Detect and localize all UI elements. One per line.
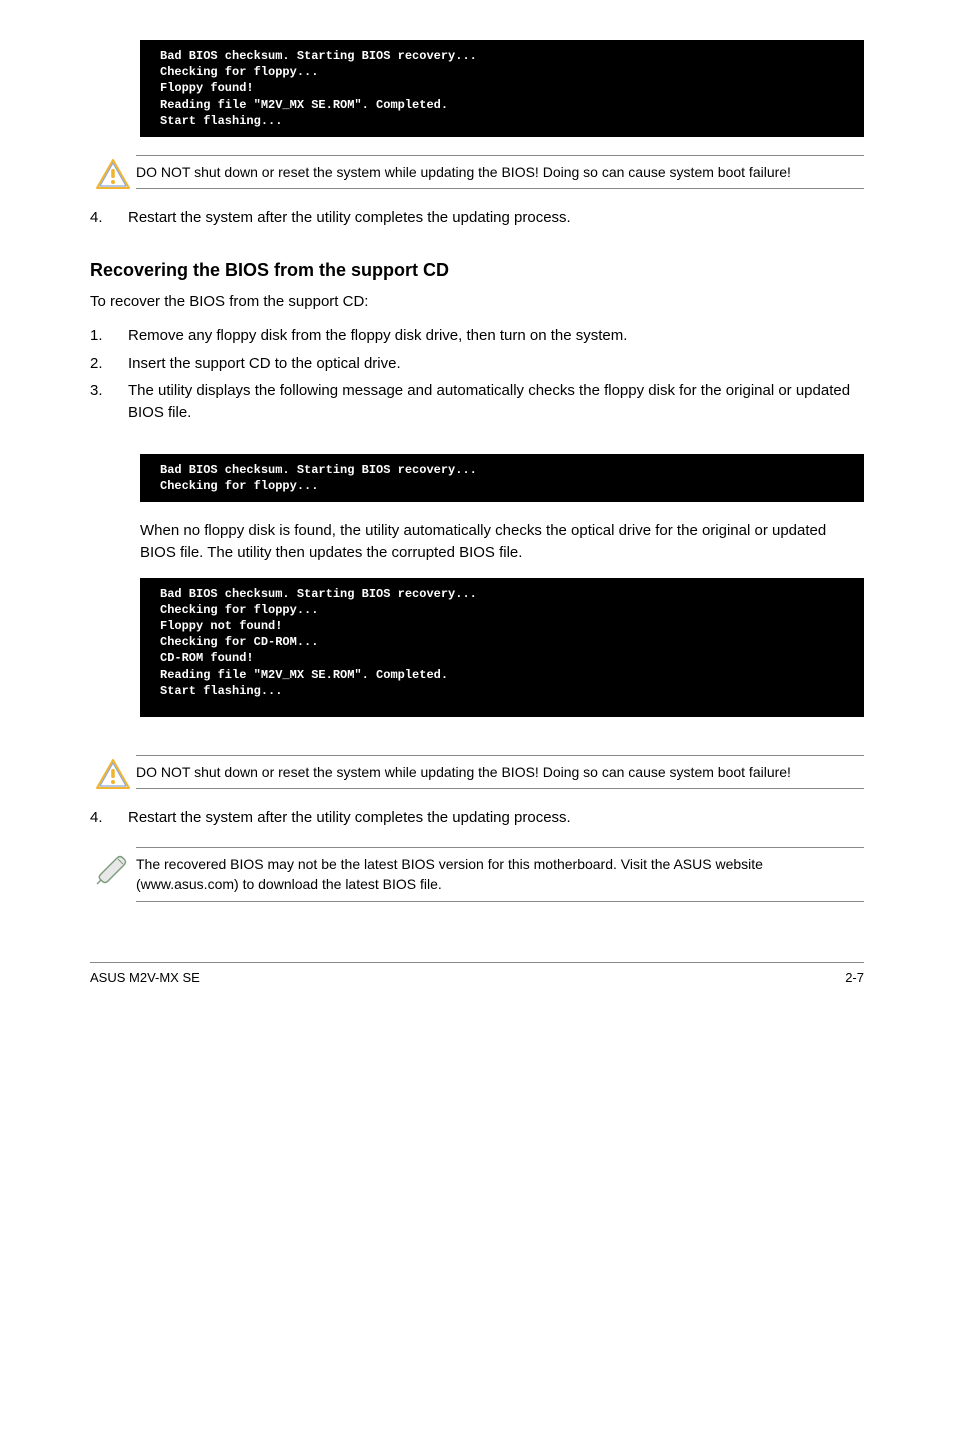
term-line: Start flashing... [160, 684, 282, 698]
intro-text: To recover the BIOS from the support CD: [90, 291, 864, 313]
warning-callout-1: DO NOT shut down or reset the system whi… [90, 155, 864, 189]
footer-right: 2-7 [845, 969, 864, 988]
step-2: Insert the support CD to the optical dri… [90, 353, 864, 375]
terminal-block-1: Bad BIOS checksum. Starting BIOS recover… [140, 40, 864, 137]
term-line: Reading file "M2V_MX SE.ROM". Completed. [160, 668, 448, 682]
warning-icon [90, 155, 136, 189]
warning-text: DO NOT shut down or reset the system whi… [136, 155, 864, 189]
term-line: Reading file "M2V_MX SE.ROM". Completed. [160, 98, 448, 112]
term-line: CD-ROM found! [160, 651, 254, 665]
term-line: Bad BIOS checksum. Starting BIOS recover… [160, 49, 477, 63]
step-3: The utility displays the following messa… [90, 380, 864, 424]
term-line: Bad BIOS checksum. Starting BIOS recover… [160, 587, 477, 601]
term-line: Checking for floppy... [160, 65, 318, 79]
note-text: The recovered BIOS may not be the latest… [136, 847, 864, 902]
step-text: The utility displays the following messa… [128, 380, 864, 424]
warning-icon [90, 755, 136, 789]
term-line: Floppy not found! [160, 619, 282, 633]
term-line: Floppy found! [160, 81, 254, 95]
term-line: Checking for floppy... [160, 603, 318, 617]
step-text: Insert the support CD to the optical dri… [128, 353, 864, 375]
after-terminal2-text: When no floppy disk is found, the utilit… [140, 520, 864, 564]
term-line: Start flashing... [160, 114, 282, 128]
step-1: Remove any floppy disk from the floppy d… [90, 325, 864, 347]
step-text: Restart the system after the utility com… [128, 207, 864, 229]
footer-left: ASUS M2V-MX SE [90, 969, 200, 988]
note-icon [90, 847, 136, 885]
term-line: Checking for CD-ROM... [160, 635, 318, 649]
warning-text: DO NOT shut down or reset the system whi… [136, 755, 864, 789]
steps-list: Remove any floppy disk from the floppy d… [90, 325, 864, 424]
warning-callout-2: DO NOT shut down or reset the system whi… [90, 755, 864, 789]
terminal-block-2: Bad BIOS checksum. Starting BIOS recover… [140, 454, 864, 502]
step-text: Remove any floppy disk from the floppy d… [128, 325, 864, 347]
page-footer: ASUS M2V-MX SE 2-7 [90, 962, 864, 988]
step-text: Restart the system after the utility com… [128, 807, 864, 829]
step-4a: 4. Restart the system after the utility … [90, 207, 864, 229]
step-number: 4. [90, 207, 128, 229]
terminal-block-3: Bad BIOS checksum. Starting BIOS recover… [140, 578, 864, 717]
step-4b: 4. Restart the system after the utility … [90, 807, 864, 829]
term-line: Checking for floppy... [160, 479, 318, 493]
note-callout: The recovered BIOS may not be the latest… [90, 847, 864, 902]
step-number: 4. [90, 807, 128, 829]
term-line: Bad BIOS checksum. Starting BIOS recover… [160, 463, 477, 477]
section-heading: Recovering the BIOS from the support CD [90, 257, 864, 283]
